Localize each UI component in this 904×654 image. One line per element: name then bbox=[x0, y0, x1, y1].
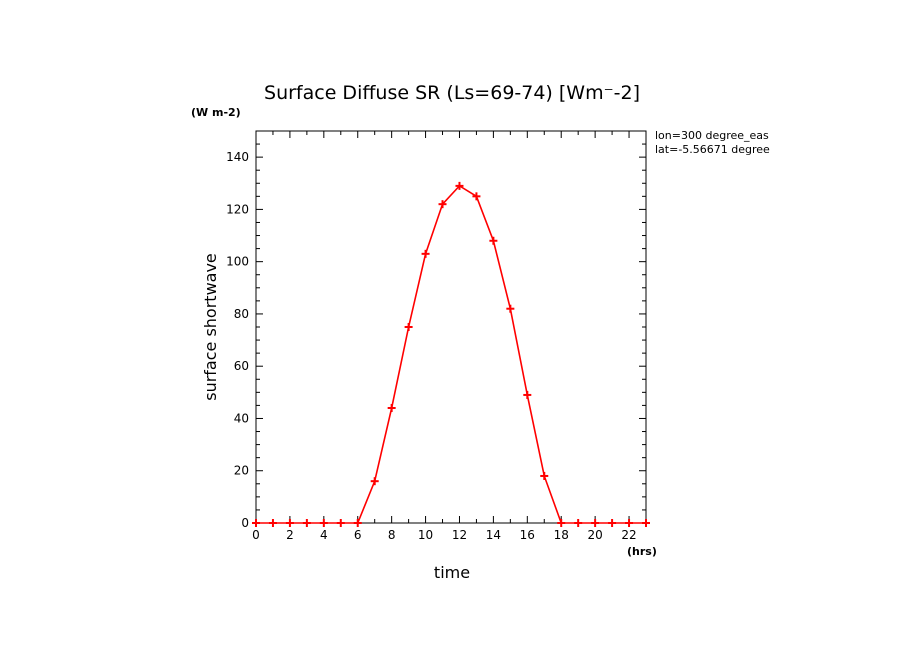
data-point bbox=[557, 519, 566, 527]
data-point bbox=[302, 519, 311, 527]
y-tick-label: 20 bbox=[234, 464, 249, 478]
data-point bbox=[336, 519, 345, 527]
y-tick-label: 100 bbox=[226, 255, 249, 269]
y-tick-label: 80 bbox=[234, 307, 249, 321]
x-tick-label: 0 bbox=[252, 528, 260, 542]
x-tick-label: 22 bbox=[621, 528, 636, 542]
lon-annotation: lon=300 degree_eas bbox=[655, 129, 769, 142]
lat-annotation: lat=-5.56671 degree bbox=[655, 143, 770, 156]
chart-title: Surface Diffuse SR (Ls=69-74) [Wm⁻-2] bbox=[264, 82, 640, 104]
y-tick-label: 140 bbox=[226, 150, 249, 164]
x-tick-label: 2 bbox=[286, 528, 294, 542]
data-point bbox=[608, 519, 617, 527]
plot-frame bbox=[255, 130, 647, 524]
data-point bbox=[404, 323, 413, 331]
data-point bbox=[455, 181, 464, 190]
x-tick-label: 8 bbox=[388, 528, 396, 542]
data-point bbox=[285, 519, 294, 527]
x-tick-labels: 0 2 4 6 8 10 12 14 16 18 20 22 bbox=[252, 528, 637, 542]
series-line bbox=[256, 184, 646, 524]
y-tick-label: 40 bbox=[234, 411, 249, 425]
y-tick-label: 0 bbox=[241, 516, 249, 530]
x-tick-label: 16 bbox=[520, 528, 535, 542]
y-tick-labels: 0 20 40 60 80 100 120 140 bbox=[226, 150, 249, 530]
x-tick-label: 4 bbox=[320, 528, 328, 542]
y-axis-label: surface shortwave bbox=[201, 253, 220, 401]
data-point bbox=[472, 192, 481, 201]
data-point bbox=[625, 519, 634, 527]
data-point bbox=[574, 519, 583, 527]
data-point bbox=[353, 519, 362, 527]
plot-border bbox=[255, 130, 647, 524]
y-tick-label: 60 bbox=[234, 359, 249, 373]
y-tick-label: 120 bbox=[226, 202, 249, 216]
data-point bbox=[523, 390, 532, 399]
x-units-label: (hrs) bbox=[627, 545, 657, 558]
data-point bbox=[540, 471, 549, 480]
x-tick-label: 14 bbox=[486, 528, 501, 542]
x-tick-label: 6 bbox=[354, 528, 362, 542]
data-point bbox=[642, 519, 650, 527]
series-layer bbox=[252, 181, 650, 527]
data-point bbox=[591, 519, 600, 527]
y-units-label: (W m-2) bbox=[191, 106, 241, 119]
x-axis-label: time bbox=[434, 563, 470, 582]
x-tick-label: 20 bbox=[587, 528, 602, 542]
data-point bbox=[268, 519, 277, 527]
data-point bbox=[506, 304, 515, 313]
data-point bbox=[387, 404, 396, 413]
data-point bbox=[319, 519, 328, 527]
data-point bbox=[370, 477, 379, 486]
data-point bbox=[252, 519, 260, 527]
x-tick-label: 10 bbox=[418, 528, 433, 542]
axis-ticks bbox=[255, 130, 647, 524]
data-point bbox=[421, 249, 430, 258]
data-point bbox=[489, 236, 498, 245]
x-tick-label: 18 bbox=[554, 528, 569, 542]
data-point bbox=[438, 200, 447, 209]
x-tick-label: 12 bbox=[452, 528, 467, 542]
